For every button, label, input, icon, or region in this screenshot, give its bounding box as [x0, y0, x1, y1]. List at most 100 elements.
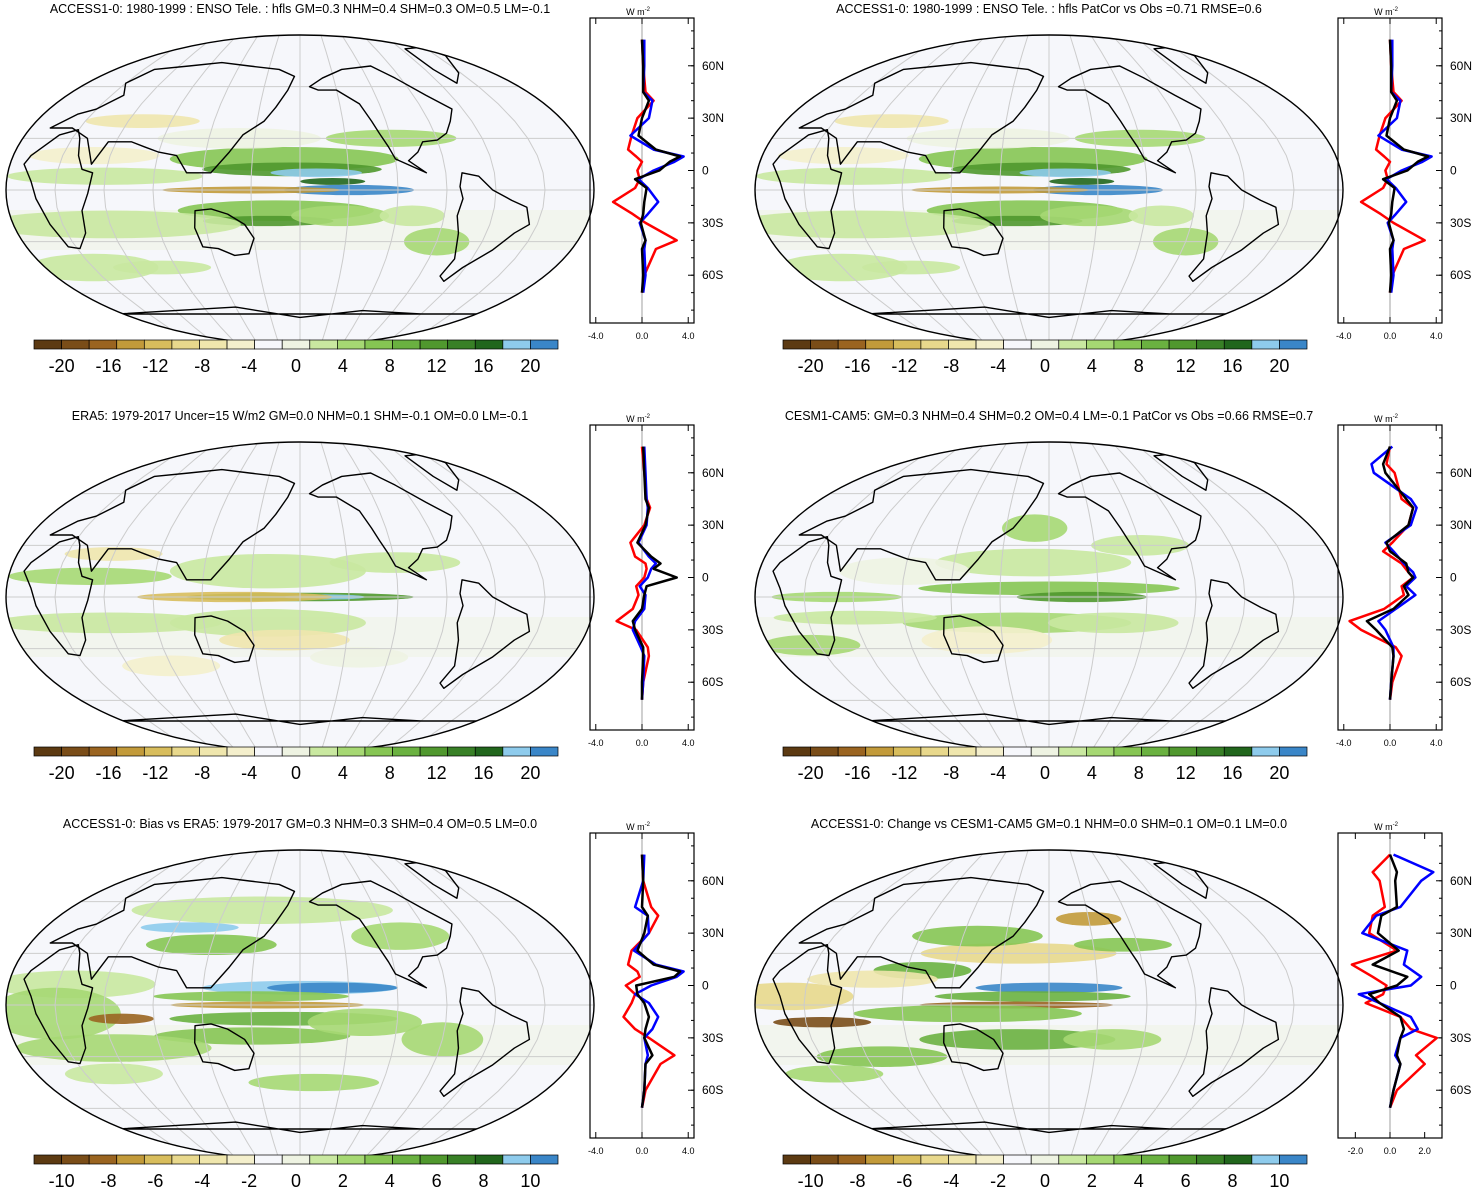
unit-sup: -2 — [645, 7, 651, 13]
coastline-eurasia — [798, 61, 1045, 174]
x-tick-label: -4.0 — [588, 1146, 604, 1156]
coastline-namerica — [1057, 472, 1202, 581]
coastline-antarctica — [866, 713, 1232, 726]
graticule-lon — [320, 850, 350, 1160]
x-tick-label: -4.0 — [588, 738, 604, 748]
colorbar-label: 10 — [520, 1171, 540, 1187]
colorbar-label: 12 — [1176, 356, 1196, 376]
coastline-australia — [194, 208, 255, 257]
lat-label: 30S — [702, 623, 723, 637]
graticule-lon — [103, 850, 217, 1160]
colorbar-box — [1141, 339, 1170, 350]
colorbar-box — [865, 746, 894, 757]
unit-sup: -2 — [645, 822, 651, 828]
colorbar-label: -20 — [798, 356, 824, 376]
lat-label: 30N — [702, 518, 724, 532]
zonal-line-black — [1381, 39, 1430, 293]
graticule-lon — [383, 850, 497, 1160]
graticule-lon — [1090, 850, 1148, 1160]
colorbar-box — [1196, 1154, 1225, 1165]
colorbar-box — [810, 746, 839, 757]
map-panel-2 — [5, 441, 595, 753]
coastline-africa — [772, 129, 843, 250]
colorbar-label: -12 — [891, 356, 917, 376]
coastline-antarctica — [117, 1121, 483, 1134]
panel-title: ACCESS1-0: Bias vs ERA5: 1979-2017 GM=0.… — [63, 817, 537, 831]
x-tick-label: 0.0 — [1384, 738, 1397, 748]
colorbar-box — [1086, 339, 1115, 350]
x-tick-label: 4.0 — [682, 331, 695, 341]
coastline-namerica — [308, 65, 453, 174]
graticule-lon — [103, 35, 217, 345]
graticule-lon — [404, 35, 546, 345]
colorbar-box — [948, 1154, 977, 1165]
colorbar-label: -8 — [943, 763, 959, 783]
colorbar-label: -8 — [194, 763, 210, 783]
zonal-panel-4: W m-2 60N 30N 0 30S 60S -4.0 0.0 4.0 — [588, 822, 724, 1156]
graticule-lon — [803, 35, 945, 345]
colorbar-label: -16 — [844, 763, 870, 783]
colorbar-label: -2 — [990, 1171, 1006, 1187]
colorbar-label: -16 — [95, 356, 121, 376]
x-tick-label: 4.0 — [1430, 331, 1443, 341]
colorbar-box — [143, 746, 173, 757]
x-tick-label: -4.0 — [1336, 738, 1352, 748]
lat-label: 60N — [1450, 59, 1472, 73]
colorbar-box — [837, 1154, 867, 1165]
field-blob — [270, 168, 362, 178]
colorbar-box — [392, 339, 421, 350]
graticule-lon — [341, 850, 399, 1160]
graticule-lon — [103, 442, 217, 752]
coastline-africa — [23, 944, 94, 1065]
graticule-lon — [152, 850, 238, 1160]
zonal-panel-2: W m-2 60N 30N 0 30S 60S -4.0 0.0 4.0 — [588, 414, 724, 748]
colorbar-box — [33, 1154, 62, 1165]
field-blob — [778, 146, 909, 165]
colorbar-label: 8 — [385, 763, 395, 783]
lat-label: 30S — [1450, 1031, 1471, 1045]
colorbar-label: 4 — [1134, 1171, 1144, 1187]
colorbar-box — [171, 339, 200, 350]
coastline-namerica — [308, 880, 453, 989]
graticule-lon — [999, 442, 1029, 752]
colorbar-box — [447, 339, 476, 350]
colorbar-box — [281, 746, 311, 757]
colorbar-box — [1168, 339, 1198, 350]
colorbar-box — [364, 339, 393, 350]
lat-label: 30S — [702, 216, 723, 230]
colorbar-box — [61, 746, 90, 757]
graticule-lon — [901, 442, 987, 752]
graticule-lon — [950, 442, 1008, 752]
colorbar-label: -4 — [241, 763, 257, 783]
zonal-panel-3: W m-2 60N 30N 0 30S 60S -4.0 0.0 4.0 — [1336, 414, 1472, 748]
unit-sup: -2 — [1393, 7, 1399, 13]
coastline-antarctica — [866, 306, 1232, 319]
colorbar-label: 12 — [427, 763, 447, 783]
colorbar-label: 8 — [1134, 763, 1144, 783]
coastline-eurasia — [49, 61, 296, 174]
graticule-lon — [362, 35, 448, 345]
unit-sup: -2 — [1393, 414, 1399, 420]
zonal-line-black — [633, 39, 682, 293]
field-blob — [919, 1029, 1116, 1050]
zonal-unit-label: W m-2 — [1374, 822, 1398, 832]
colorbar-label: 8 — [1134, 356, 1144, 376]
unit-text: W m — [626, 414, 645, 424]
colorbar-label: 20 — [1269, 356, 1289, 376]
colorbar-box — [1251, 746, 1280, 757]
field-blob — [921, 626, 1053, 654]
colorbar-box — [502, 746, 531, 757]
field-blob — [299, 177, 366, 185]
graticule-lon — [1153, 850, 1295, 1160]
graticule-lon — [201, 442, 259, 752]
zonal-line-black — [1367, 854, 1409, 1108]
zonal-panel-1: W m-2 60N 30N 0 30S 60S -4.0 0.0 4.0 — [1336, 7, 1472, 341]
colorbar-label: -16 — [844, 356, 870, 376]
graticule-lon — [1069, 35, 1099, 345]
colorbar-box — [474, 746, 504, 757]
colorbar-label: 12 — [1176, 763, 1196, 783]
field-blob — [1048, 177, 1115, 185]
lat-label: 60N — [1450, 466, 1472, 480]
colorbar-box — [1113, 746, 1142, 757]
